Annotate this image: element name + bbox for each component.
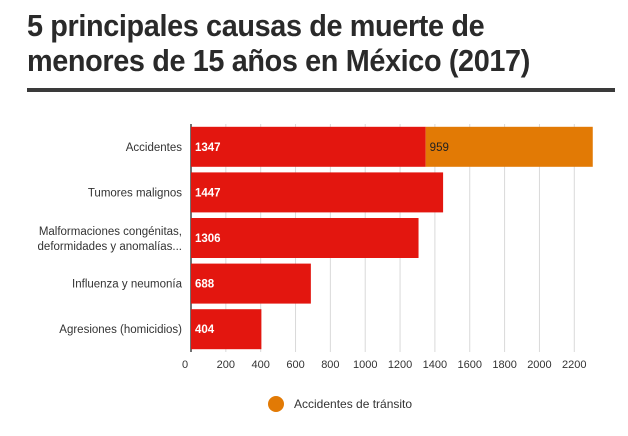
category-label-agresiones-homicidios: Agresiones (homicidios) [59,324,182,336]
x-tick-label-1000: 1000 [353,359,377,371]
chart-title: 5 principales causas de muerte de menore… [27,8,530,78]
category-label-accidentes: Accidentes [126,142,183,154]
x-tick-label-2200: 2200 [562,359,586,371]
title-underline [27,88,615,92]
x-tick-label-1200: 1200 [388,359,412,371]
bar-chart: 0 200 400 600 800 1000 1200 1400 1600 1800 2000 220… [38,124,593,371]
bar-agresiones-homicidios [191,309,262,350]
category-label-influenza-y-neumonia: Influenza y neumonía [72,279,183,291]
x-tick-label-800: 800 [321,359,339,371]
x-tick-label-1400: 1400 [423,359,447,371]
bar-accidentes [191,126,426,167]
bar-influenza-y-neumonia [191,263,311,304]
data-label-accidentes-accidentes-de-transito: 959 [430,142,449,154]
x-tick-label-200: 200 [217,359,235,371]
data-label-influenza-y-neumonia: 688 [195,279,215,291]
x-tick-label-1800: 1800 [492,359,516,371]
legend[interactable]: Accidentes de tránsito [268,396,412,412]
data-label-accidentes: 1347 [195,142,221,154]
data-label-tumores-malignos: 1447 [195,187,221,199]
data-label-agresiones-homicidios: 404 [195,324,215,336]
bar-tumores-malignos [191,172,444,213]
x-tick-label-0: 0 [182,359,188,371]
data-label-malformaciones-congenitas-deformidades-y-anomalias: 1306 [195,233,221,245]
bar-malformaciones-congenitas-deformidades-y-anomalias [191,218,419,258]
x-tick-label-400: 400 [252,359,270,371]
x-tick-label-1600: 1600 [458,359,482,371]
x-tick-label-600: 600 [286,359,304,371]
legend-label-accidentes-de-transito: Accidentes de tránsito [294,397,413,411]
x-tick-label-2000: 2000 [527,359,551,371]
category-label-malformaciones-congenitas-deformidades-y-anomalias: Malformaciones congénitas, deformidades y… [38,226,182,253]
category-label-tumores-malignos: Tumores malignos [88,187,182,199]
bar-accidentes-accidentes-de-transito [425,126,593,167]
legend-swatch-accidentes-de-transito [268,396,284,412]
